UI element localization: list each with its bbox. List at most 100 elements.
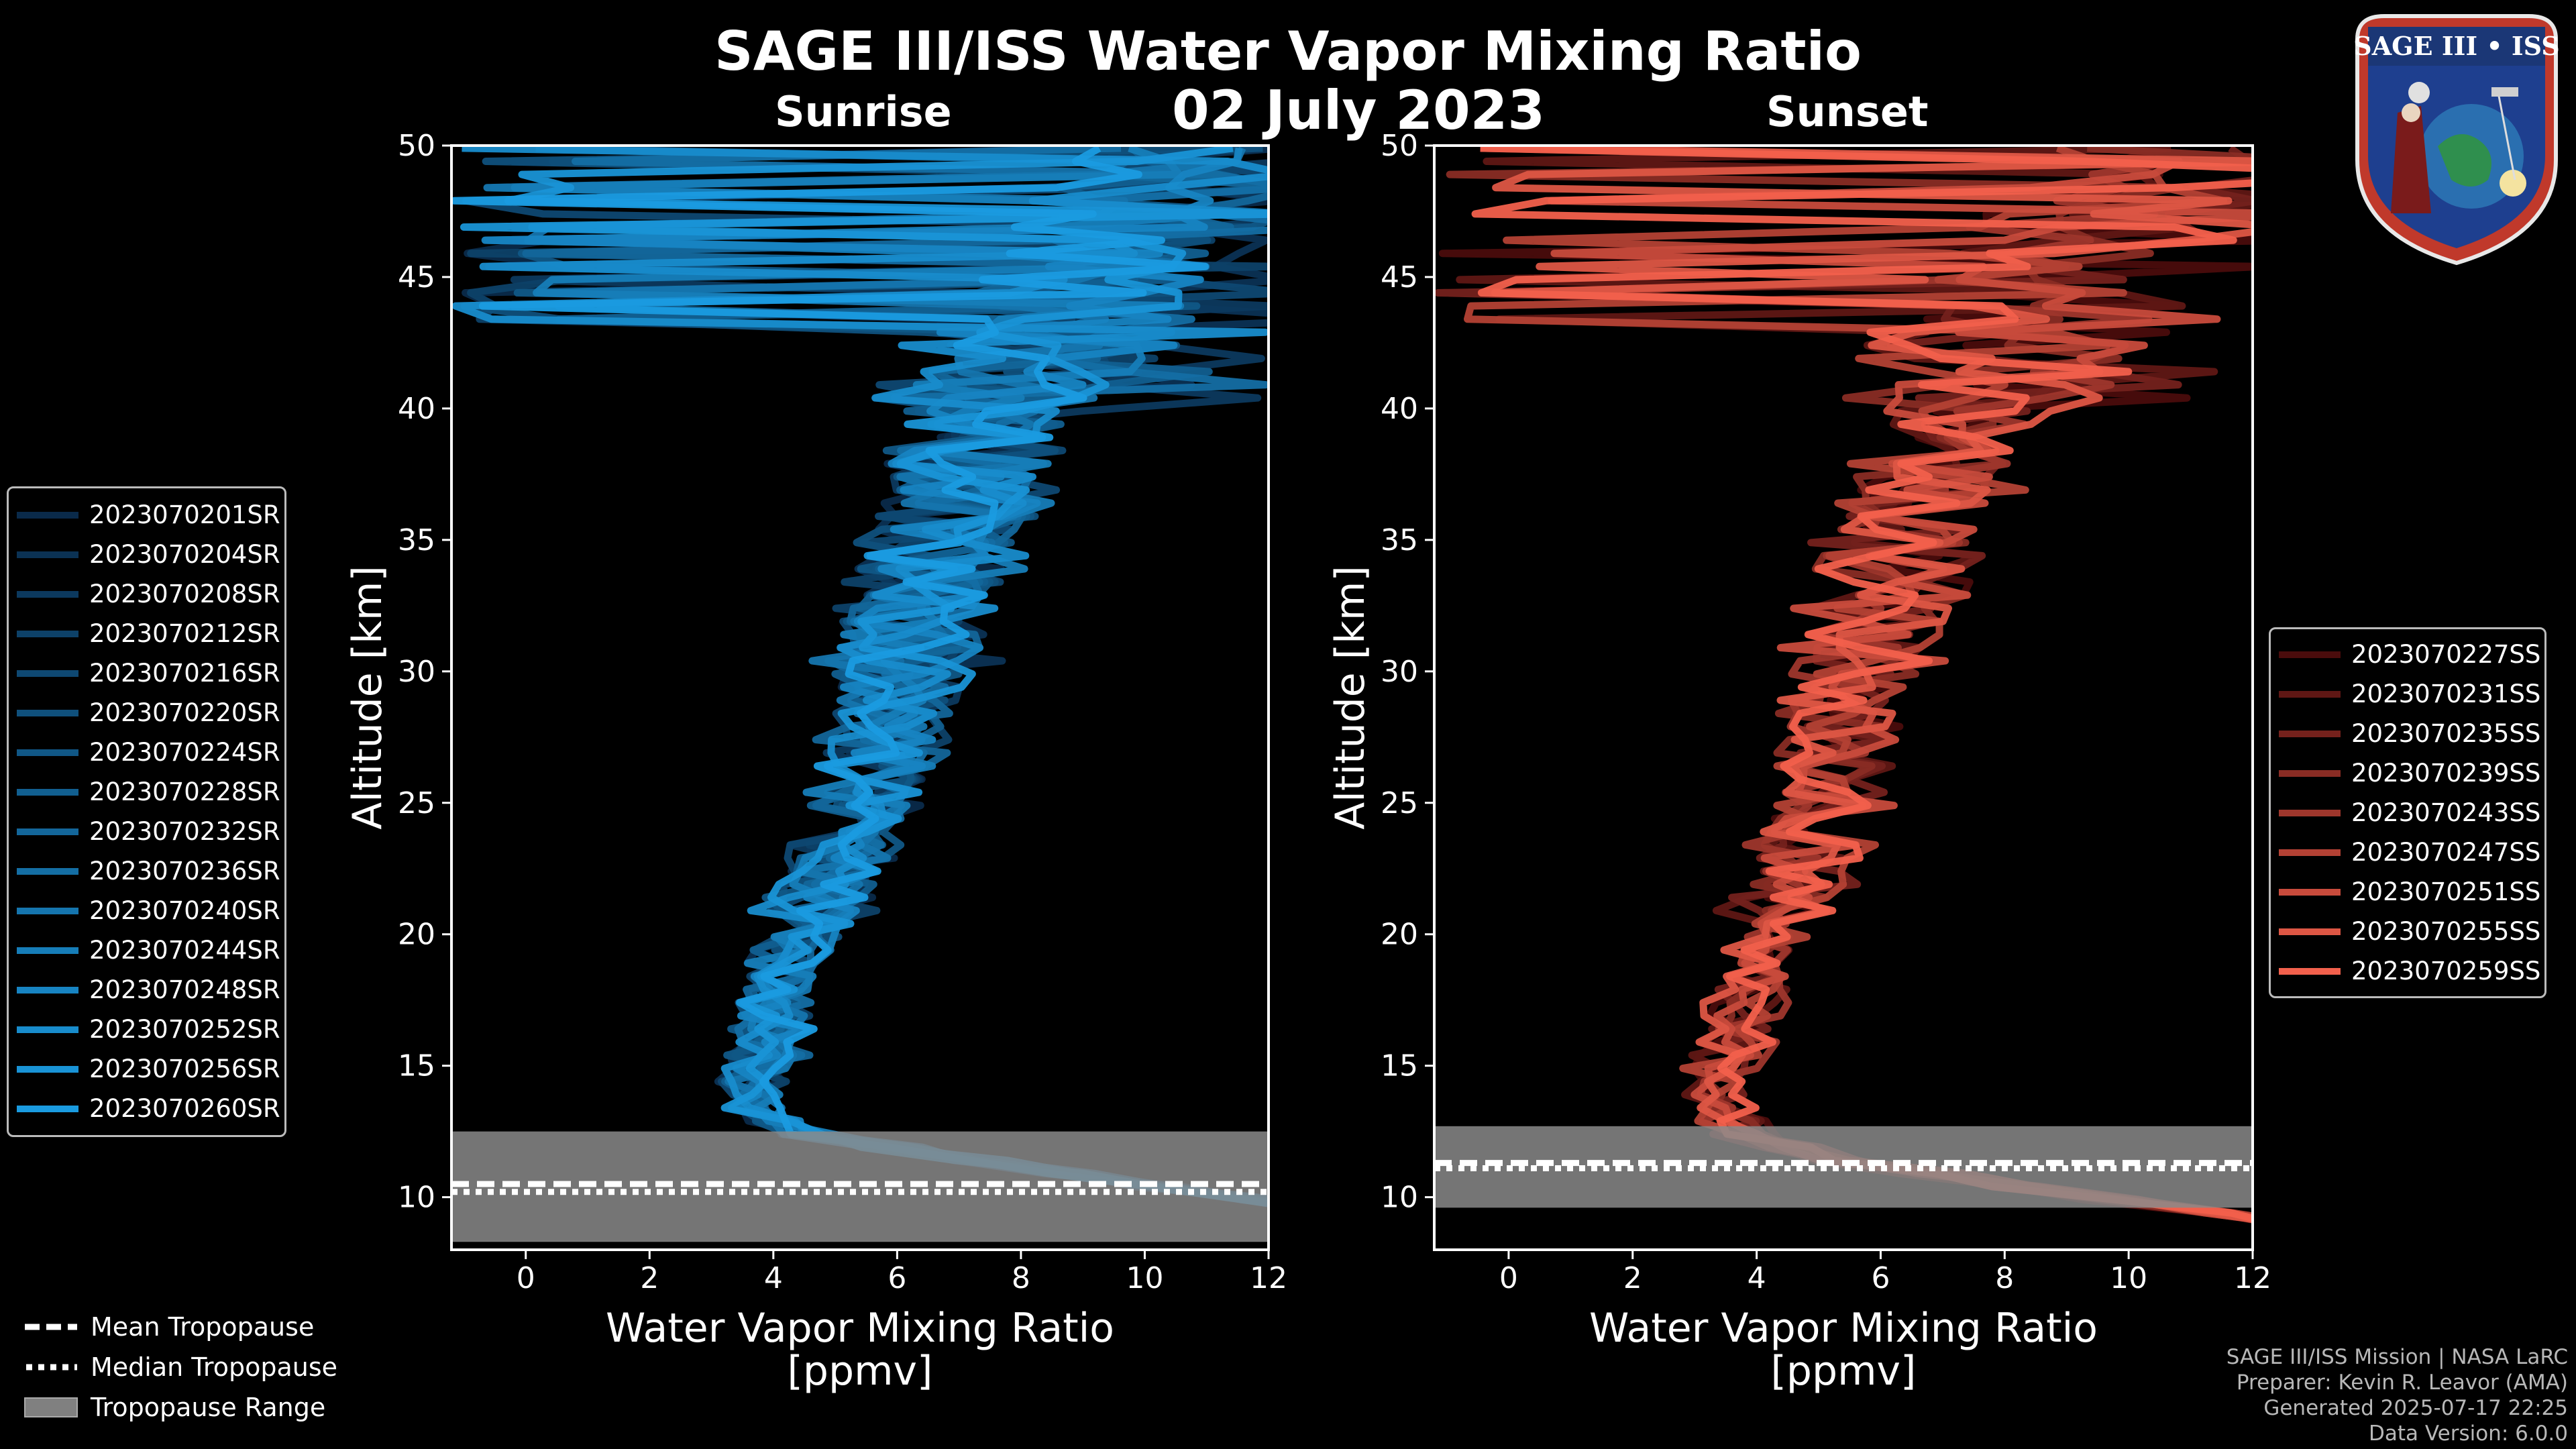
sunrise-legend-label: 2023070236SR — [89, 857, 280, 885]
sunrise-plot: 0 2 4 6 8 10 12 10 15 20 25 30 35 40 45 50 Water Vapor M… — [344, 129, 1287, 1395]
sunrise-y-tick-label: 45 — [398, 260, 435, 294]
sunset-x-axis-label-line: Water Vapor Mixing Ratio — [1589, 1305, 2098, 1352]
sunrise-legend-item: 2023070224SR — [9, 733, 280, 772]
sunrise-legend-item: 2023070260SR — [9, 1089, 280, 1128]
sunrise-legend-item: 2023070212SR — [9, 614, 280, 653]
sunset-legend-label: 2023070255SS — [2351, 917, 2541, 946]
sunrise-legend-label: 2023070248SR — [89, 975, 280, 1004]
sunset-legend-label: 2023070231SS — [2351, 680, 2541, 708]
sunset-legend-item: 2023070227SS — [2271, 635, 2540, 674]
sunset-y-tick-label: 45 — [1381, 260, 1418, 294]
sunset-legend-item: 2023070243SS — [2271, 793, 2540, 833]
sunrise-y-tick-label: 25 — [398, 786, 435, 820]
sunrise-legend-label: 2023070260SR — [89, 1094, 280, 1123]
sunrise-y-tick-label: 30 — [398, 655, 435, 689]
sunrise-legend-label: 2023070228SR — [89, 777, 280, 806]
sunrise-legend-item: 2023070252SR — [9, 1010, 280, 1049]
sunrise-profile-2023070260SR — [451, 146, 1269, 1208]
sunrise-y-tick-label: 15 — [398, 1049, 435, 1083]
footer-preparer: Preparer: Kevin R. Leavor (AMA) — [2236, 1371, 2568, 1395]
sunset-x-tick-label: 8 — [1995, 1261, 2014, 1295]
sunrise-x-tick-label: 2 — [640, 1261, 659, 1295]
sunset-legend-label: 2023070235SS — [2351, 719, 2541, 748]
sunrise-x-tick-label: 6 — [888, 1261, 906, 1295]
sunrise-legend-label: 2023070244SR — [89, 936, 280, 965]
sunrise-legend-swatch — [17, 907, 78, 914]
sunset-legend-swatch — [2279, 690, 2341, 698]
sunrise-x-tick-label: 12 — [1250, 1261, 1287, 1295]
sunset-legend-swatch — [2279, 928, 2341, 935]
dashed-line-swatch — [25, 1324, 77, 1330]
sunrise-legend-item: 2023070204SR — [9, 535, 280, 574]
tropopause-legend: Mean Tropopause Median Tropopause Tropop… — [23, 1307, 337, 1428]
sunrise-x-tick-label: 8 — [1012, 1261, 1030, 1295]
sunrise-legend-swatch — [17, 630, 78, 637]
sunrise-legend-swatch — [17, 1065, 78, 1073]
sunset-x-axis-label-line: [ppmv] — [1771, 1348, 1917, 1395]
sunrise-legend-label: 2023070216SR — [89, 659, 280, 688]
sunset-y-tick-label: 50 — [1381, 129, 1418, 163]
sunrise-legend-swatch — [17, 867, 78, 875]
sunrise-legend-item: 2023070248SR — [9, 970, 280, 1010]
sunrise-plot-frame — [450, 144, 1270, 1251]
chart-title: SAGE III/ISS Water Vapor Mixing Ratio — [714, 20, 1862, 83]
sunrise-x-tick-label: 10 — [1126, 1261, 1163, 1295]
sunrise-legend-item: 2023070244SR — [9, 930, 280, 970]
sunrise-profile-2023070256SR — [460, 146, 1269, 1206]
sunrise-y-axis-label: Altitude [km] — [344, 566, 391, 830]
sunset-legend-item: 2023070251SS — [2271, 872, 2540, 912]
sunset-legend-label: 2023070227SS — [2351, 640, 2541, 669]
sunset-legend-item: 2023070259SS — [2271, 951, 2540, 991]
sunset-x-tick-label: 6 — [1871, 1261, 1890, 1295]
sunset-legend-label: 2023070251SS — [2351, 877, 2541, 906]
sunrise-legend-label: 2023070201SR — [89, 500, 280, 529]
footer-credits: SAGE III/ISS Mission | NASA LaRC Prepare… — [2226, 1344, 2568, 1446]
sunrise-legend: 2023070201SR 2023070204SR 2023070208SR 2023… — [7, 486, 286, 1137]
sunrise-legend-item: 2023070232SR — [9, 812, 280, 851]
sunrise-legend-swatch — [17, 590, 78, 598]
sunset-profile-2023070231SS — [1456, 146, 2253, 1224]
sunrise-legend-label: 2023070212SR — [89, 619, 280, 648]
median-tropopause-label: Median Tropopause — [91, 1352, 337, 1382]
sunset-legend-swatch — [2279, 730, 2341, 737]
sunset-x-tick-label: 12 — [2234, 1261, 2271, 1295]
sunrise-x-axis-label-line: [ppmv] — [788, 1348, 933, 1395]
sunrise-legend-label: 2023070204SR — [89, 540, 280, 569]
sunrise-legend-label: 2023070232SR — [89, 817, 280, 846]
sunrise-legend-label: 2023070208SR — [89, 580, 280, 608]
sunset-y-tick-label: 25 — [1381, 786, 1418, 820]
sunset-legend-item: 2023070255SS — [2271, 912, 2540, 951]
range-patch-swatch — [24, 1397, 78, 1417]
sunset-legend-swatch — [2279, 849, 2341, 856]
sunset-legend-label: 2023070247SS — [2351, 838, 2541, 867]
sunrise-legend-label: 2023070252SR — [89, 1015, 280, 1044]
sunset-x-tick-label: 4 — [1748, 1261, 1766, 1295]
sunset-legend-swatch — [2279, 809, 2341, 816]
sunset-legend-item: 2023070231SS — [2271, 674, 2540, 714]
footer-mission: SAGE III/ISS Mission | NASA LaRC — [2226, 1345, 2568, 1369]
sunset-y-tick-label: 10 — [1381, 1181, 1418, 1215]
sunrise-panel-title: Sunrise — [775, 87, 952, 136]
sunset-legend-item: 2023070235SS — [2271, 714, 2540, 753]
sunrise-legend-label: 2023070240SR — [89, 896, 280, 925]
sunset-x-tick-label: 10 — [2110, 1261, 2147, 1295]
sunrise-x-tick-label: 4 — [764, 1261, 783, 1295]
footer-generated: Generated 2025-07-17 22:25 — [2263, 1396, 2568, 1420]
sunset-legend-item: 2023070247SS — [2271, 833, 2540, 872]
tropopause-range-legend-item: Tropopause Range — [23, 1387, 337, 1428]
sunrise-legend-swatch — [17, 749, 78, 756]
sunrise-legend-swatch — [17, 828, 78, 835]
sage-iii-iss-mission-patch-icon: SAGE III • ISS — [2353, 14, 2560, 266]
sunrise-y-tick-label: 50 — [398, 129, 435, 163]
sunset-legend-label: 2023070239SS — [2351, 759, 2541, 788]
sunrise-legend-swatch — [17, 511, 78, 519]
sunset-y-tick-label: 40 — [1381, 392, 1418, 426]
sunset-plot-frame — [1433, 144, 2254, 1251]
sunset-legend-swatch — [2279, 651, 2341, 658]
sunrise-legend-swatch — [17, 669, 78, 677]
sunset-y-tick-label: 35 — [1381, 523, 1418, 557]
sunset-legend-swatch — [2279, 769, 2341, 777]
sunset-legend-label: 2023070259SS — [2351, 957, 2541, 985]
sunset-profile-2023070259SS — [1471, 146, 2253, 1222]
